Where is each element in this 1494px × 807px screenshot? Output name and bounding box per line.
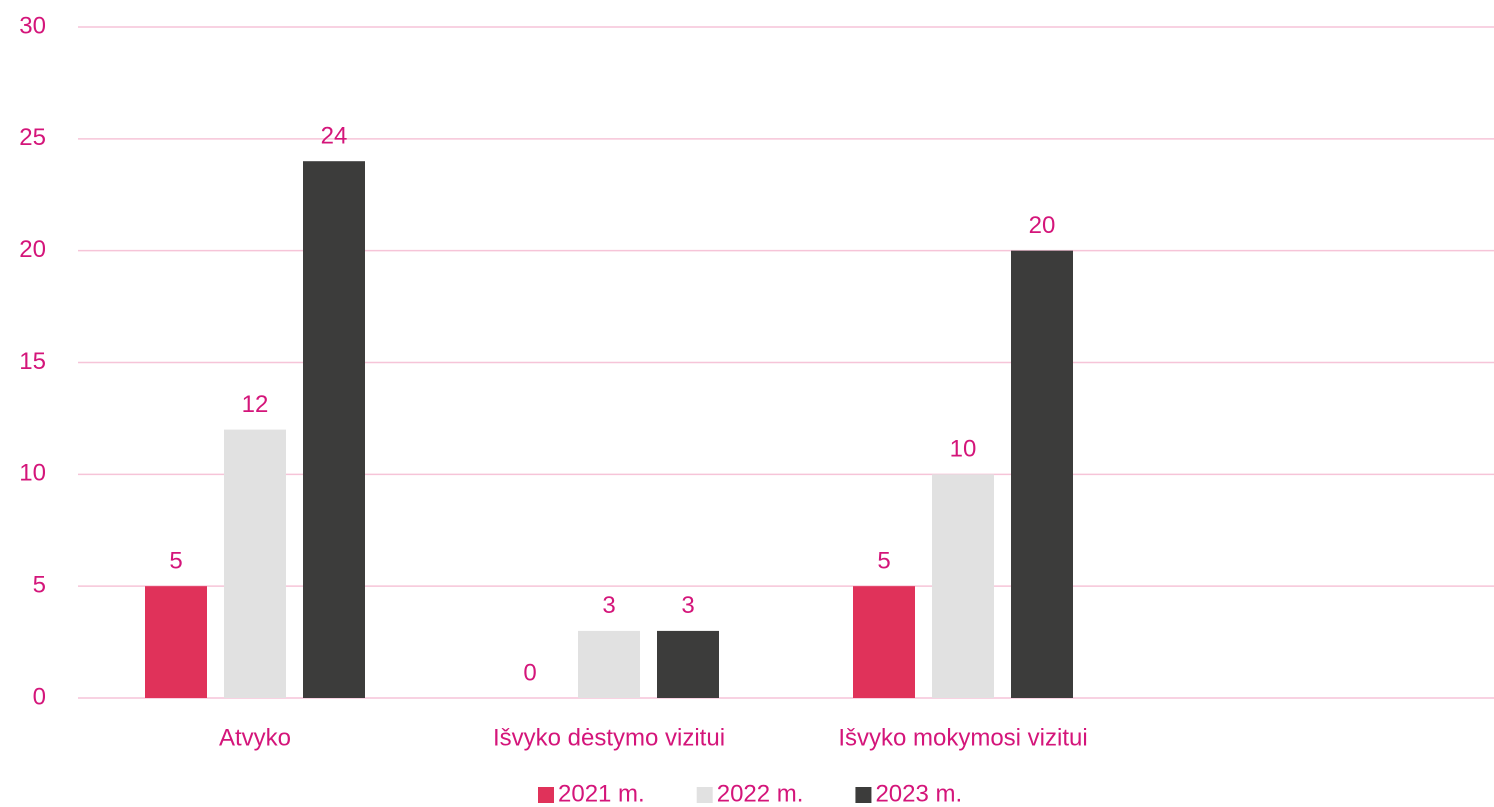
bar — [224, 429, 286, 698]
data-label: 24 — [321, 123, 348, 150]
y-tick-label: 5 — [33, 572, 46, 599]
y-tick-label: 30 — [19, 12, 46, 39]
y-tick-label: 25 — [19, 124, 46, 151]
x-tick-label: Išvyko dėstymo vizitui — [493, 724, 725, 751]
x-tick-label: Išvyko mokymosi vizitui — [838, 724, 1087, 751]
bar — [657, 630, 719, 698]
data-label: 3 — [602, 592, 615, 619]
y-tick-label: 15 — [19, 348, 46, 375]
data-label: 5 — [169, 548, 182, 575]
y-tick-label: 0 — [33, 683, 46, 710]
legend-label: 2023 m. — [875, 780, 962, 807]
bar — [853, 586, 915, 698]
y-tick-label: 10 — [19, 460, 46, 487]
data-label: 0 — [523, 659, 536, 686]
data-label: 12 — [242, 391, 269, 418]
data-label: 20 — [1029, 212, 1056, 239]
bar — [1011, 250, 1073, 698]
data-label: 3 — [681, 592, 694, 619]
legend-swatch — [696, 787, 713, 803]
legend-swatch — [855, 787, 872, 803]
y-tick-label: 20 — [19, 236, 46, 263]
bar — [145, 586, 207, 698]
data-label: 10 — [950, 436, 977, 463]
bar — [932, 474, 994, 698]
data-label: 5 — [877, 548, 890, 575]
bar — [578, 630, 640, 698]
legend-swatch — [538, 787, 554, 803]
bar — [303, 161, 365, 698]
legend-label: 2022 m. — [717, 780, 804, 807]
x-tick-label: Atvyko — [219, 724, 291, 751]
legend-label: 2021 m. — [558, 780, 645, 807]
